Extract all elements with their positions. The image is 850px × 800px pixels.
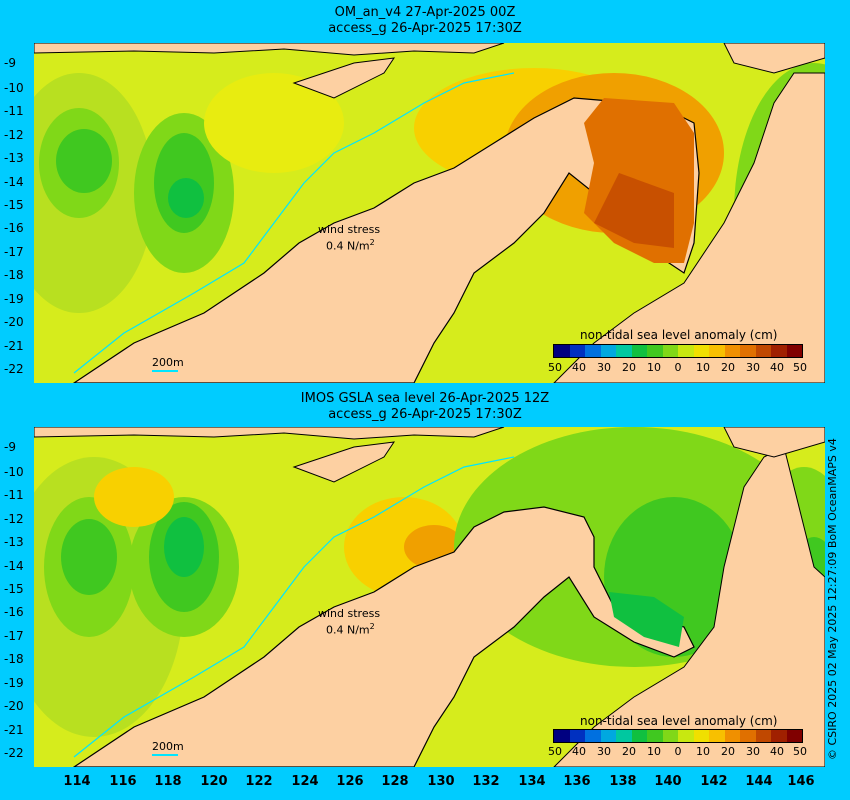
- x-tick: 134: [518, 774, 546, 789]
- colorbar-tick: 20: [622, 361, 636, 374]
- x-tick: 132: [472, 774, 500, 789]
- wind-legend-value: 0.4 N/m: [326, 239, 370, 253]
- colorbar-tick: 30: [746, 361, 760, 374]
- scale-label: 200m: [152, 356, 184, 369]
- y-tick: -11: [4, 104, 24, 118]
- colorbar-tick: 30: [746, 745, 760, 758]
- colorbar-tick: 40: [572, 745, 586, 758]
- colorbar-tick: 10: [696, 745, 710, 758]
- wind-legend-value: 0.4 N/m: [326, 623, 370, 637]
- x-tick: 138: [609, 774, 637, 789]
- colorbar-tick: 40: [770, 745, 784, 758]
- wind-legend: wind stress 0.4 N/m2: [318, 223, 380, 253]
- bottom-map-field: [34, 427, 825, 767]
- y-tick: -13: [4, 151, 24, 165]
- x-tick: 144: [745, 774, 773, 789]
- y-tick: -17: [4, 245, 24, 259]
- y-tick: -15: [4, 582, 24, 596]
- x-tick: 136: [563, 774, 591, 789]
- colorbar: [553, 729, 803, 743]
- colorbar-tick: 50: [793, 361, 807, 374]
- x-tick: 118: [154, 774, 182, 789]
- top-panel-title-1: OM_an_v4 27-Apr-2025 00Z: [334, 5, 516, 20]
- y-tick: -19: [4, 676, 24, 690]
- y-tick: -9: [4, 440, 16, 454]
- scale-label: 200m: [152, 740, 184, 753]
- x-tick: 116: [109, 774, 137, 789]
- bottom-panel-title-2: access_g 26-Apr-2025 17:30Z: [328, 407, 522, 422]
- scale-line: [152, 754, 178, 756]
- colorbar-tick: 20: [622, 745, 636, 758]
- y-tick: -17: [4, 629, 24, 643]
- colorbar-tick: 50: [548, 361, 562, 374]
- y-tick: -13: [4, 535, 24, 549]
- wind-legend-sup: 2: [369, 622, 375, 631]
- y-tick: -21: [4, 339, 24, 353]
- credit-text: © CSIRO 2025 02 May 2025 12:27:09 BoM Oc…: [826, 438, 839, 760]
- x-tick: 124: [291, 774, 319, 789]
- colorbar-tick: 40: [572, 361, 586, 374]
- colorbar: [553, 344, 803, 358]
- colorbar-tick: 30: [597, 361, 611, 374]
- y-tick: -22: [4, 746, 24, 760]
- y-tick: -11: [4, 488, 24, 502]
- colorbar-tick: 10: [647, 361, 661, 374]
- wind-legend-label: wind stress: [318, 223, 381, 236]
- colorbar-title: non-tidal sea level anomaly (cm): [580, 328, 778, 342]
- scale-line: [152, 370, 178, 372]
- colorbar-tick: 0: [674, 745, 682, 758]
- colorbar-tick: 10: [647, 745, 661, 758]
- y-tick: -9: [4, 56, 16, 70]
- colorbar-tick: 20: [721, 361, 735, 374]
- y-tick: -22: [4, 362, 24, 376]
- y-tick: -19: [4, 292, 24, 306]
- y-tick: -16: [4, 221, 24, 235]
- wind-legend: wind stress 0.4 N/m2: [318, 607, 380, 637]
- y-tick: -18: [4, 268, 24, 282]
- x-tick: 130: [427, 774, 455, 789]
- x-tick: 140: [654, 774, 682, 789]
- y-tick: -10: [4, 81, 24, 95]
- bottom-map: [34, 427, 825, 767]
- x-tick: 146: [787, 774, 815, 789]
- colorbar-tick: 30: [597, 745, 611, 758]
- top-map-field: [34, 43, 825, 383]
- land-australia: [72, 97, 700, 383]
- colorbar-tick: 50: [548, 745, 562, 758]
- x-tick: 122: [245, 774, 273, 789]
- colorbar-tick: 50: [793, 745, 807, 758]
- colorbar-tick: 40: [770, 361, 784, 374]
- y-tick: -18: [4, 652, 24, 666]
- y-tick: -20: [4, 699, 24, 713]
- x-tick: 142: [700, 774, 728, 789]
- y-tick: -10: [4, 465, 24, 479]
- y-tick: -15: [4, 198, 24, 212]
- wind-legend-label: wind stress: [318, 607, 381, 620]
- x-tick: 120: [200, 774, 228, 789]
- x-tick: 114: [63, 774, 91, 789]
- colorbar-title: non-tidal sea level anomaly (cm): [580, 714, 778, 728]
- colorbar-tick: 10: [696, 361, 710, 374]
- y-tick: -12: [4, 512, 24, 526]
- y-tick: -16: [4, 605, 24, 619]
- y-tick: -21: [4, 723, 24, 737]
- y-tick: -14: [4, 175, 24, 189]
- wind-legend-sup: 2: [369, 238, 375, 247]
- x-tick: 128: [381, 774, 409, 789]
- top-panel-title-2: access_g 26-Apr-2025 17:30Z: [328, 21, 522, 36]
- x-tick: 126: [336, 774, 364, 789]
- top-map: [34, 43, 825, 383]
- bottom-panel-title-1: IMOS GSLA sea level 26-Apr-2025 12Z: [300, 391, 550, 406]
- colorbar-tick: 20: [721, 745, 735, 758]
- y-tick: -20: [4, 315, 24, 329]
- y-tick: -12: [4, 128, 24, 142]
- colorbar-tick: 0: [674, 361, 682, 374]
- y-tick: -14: [4, 559, 24, 573]
